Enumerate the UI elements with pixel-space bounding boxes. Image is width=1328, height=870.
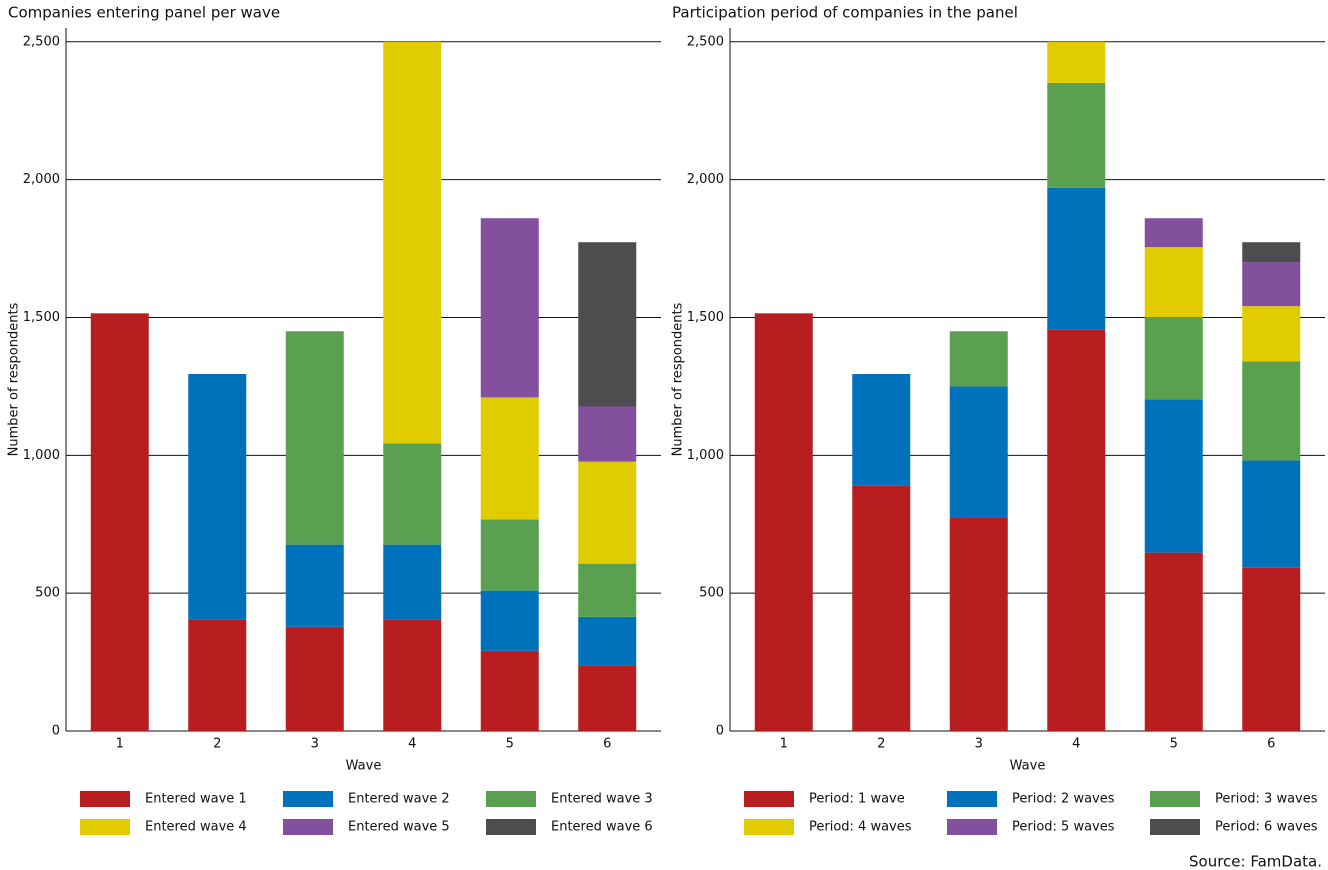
y-tick-label: 2,000 — [23, 172, 60, 187]
legend-swatch — [283, 819, 333, 835]
bar-segment — [285, 331, 344, 545]
bar-segment — [383, 443, 442, 545]
bar-segment — [383, 41, 442, 444]
legend-swatch — [947, 791, 997, 807]
bar-segment — [383, 544, 442, 620]
bar-segment — [1047, 82, 1106, 188]
bar-segment — [188, 373, 247, 620]
x-axis-label: Wave — [1010, 759, 1046, 774]
bar-segment — [383, 619, 442, 731]
legend-swatch — [1150, 791, 1200, 807]
legend-label: Entered wave 6 — [551, 820, 653, 835]
x-tick-label: 5 — [506, 737, 514, 752]
bar-segment — [480, 590, 539, 651]
y-tick-label: 2,000 — [687, 172, 724, 187]
bar-segment — [1047, 187, 1106, 330]
bar-segment — [480, 218, 539, 398]
bar-segment — [578, 242, 637, 407]
y-tick-label: 1,000 — [23, 448, 60, 463]
bar-segment — [578, 616, 637, 666]
x-tick-label: 6 — [1267, 737, 1275, 752]
legend-swatch — [1150, 819, 1200, 835]
bar-segment — [1047, 41, 1106, 83]
x-tick-label: 1 — [780, 737, 788, 752]
bar-segment — [754, 313, 813, 731]
bar-segment — [1144, 399, 1203, 553]
y-tick-label: 2,500 — [687, 34, 724, 49]
x-axis-label: Wave — [346, 759, 382, 774]
legend-label: Entered wave 1 — [145, 792, 247, 807]
bar-segment — [1144, 317, 1203, 400]
bar-segment — [285, 626, 344, 731]
legend-label: Period: 3 waves — [1215, 792, 1318, 807]
bar-segment — [1144, 218, 1203, 248]
legend-swatch — [744, 819, 794, 835]
y-axis-label: Number of respondents — [7, 302, 22, 456]
legend-swatch — [947, 819, 997, 835]
x-tick-label: 3 — [975, 737, 983, 752]
legend-label: Entered wave 3 — [551, 792, 653, 807]
bar-segment — [949, 386, 1008, 518]
legend-swatch — [486, 819, 536, 835]
legend-label: Period: 4 waves — [809, 820, 912, 835]
bar-segment — [1047, 329, 1106, 731]
bar-segment — [852, 485, 911, 731]
bar-segment — [285, 544, 344, 627]
bar-segment — [578, 406, 637, 462]
bar-segment — [90, 313, 149, 731]
legend-label: Entered wave 4 — [145, 820, 247, 835]
bar-segment — [852, 373, 911, 486]
chart-title: Participation period of companies in the… — [672, 4, 1018, 22]
bar-segment — [1242, 262, 1301, 307]
y-tick-label: 0 — [52, 724, 60, 739]
y-tick-label: 0 — [716, 724, 724, 739]
x-tick-label: 4 — [408, 737, 416, 752]
y-tick-label: 1,000 — [687, 448, 724, 463]
y-tick-label: 500 — [699, 586, 724, 601]
source: Source: FamData. — [1189, 853, 1322, 870]
bar-segment — [578, 461, 637, 564]
legend-swatch — [80, 819, 130, 835]
x-tick-label: 5 — [1170, 737, 1178, 752]
bar-segment — [1144, 247, 1203, 318]
bar-segment — [949, 331, 1008, 387]
bar-segment — [1242, 460, 1301, 568]
legend-swatch — [80, 791, 130, 807]
y-tick-label: 500 — [35, 586, 60, 601]
legend-label: Period: 6 waves — [1215, 820, 1318, 835]
legend-label: Period: 5 waves — [1012, 820, 1115, 835]
legend-swatch — [744, 791, 794, 807]
x-tick-label: 2 — [877, 737, 885, 752]
bar-segment — [578, 665, 637, 731]
x-tick-label: 4 — [1072, 737, 1080, 752]
chart-title: Companies entering panel per wave — [8, 4, 280, 22]
x-tick-label: 3 — [311, 737, 319, 752]
bar-segment — [188, 619, 247, 731]
x-tick-label: 2 — [213, 737, 221, 752]
bar-segment — [480, 397, 539, 520]
y-axis-label: Number of respondents — [671, 302, 686, 456]
legend-label: Entered wave 5 — [348, 820, 450, 835]
legend-swatch — [283, 791, 333, 807]
bar-segment — [949, 517, 1008, 731]
bar-segment — [1242, 361, 1301, 461]
y-tick-label: 1,500 — [687, 310, 724, 325]
legend-label: Period: 1 wave — [809, 792, 905, 807]
bar-segment — [1242, 242, 1301, 263]
legend-swatch — [486, 791, 536, 807]
legend-label: Period: 2 waves — [1012, 792, 1115, 807]
bar-segment — [480, 650, 539, 731]
x-tick-label: 6 — [603, 737, 611, 752]
x-tick-label: 1 — [116, 737, 124, 752]
bar-segment — [578, 563, 637, 617]
bar-segment — [1242, 567, 1301, 731]
bar-segment — [1144, 552, 1203, 731]
legend-label: Entered wave 2 — [348, 792, 450, 807]
bar-segment — [1242, 306, 1301, 362]
y-tick-label: 2,500 — [23, 34, 60, 49]
y-tick-label: 1,500 — [23, 310, 60, 325]
bar-segment — [480, 519, 539, 591]
